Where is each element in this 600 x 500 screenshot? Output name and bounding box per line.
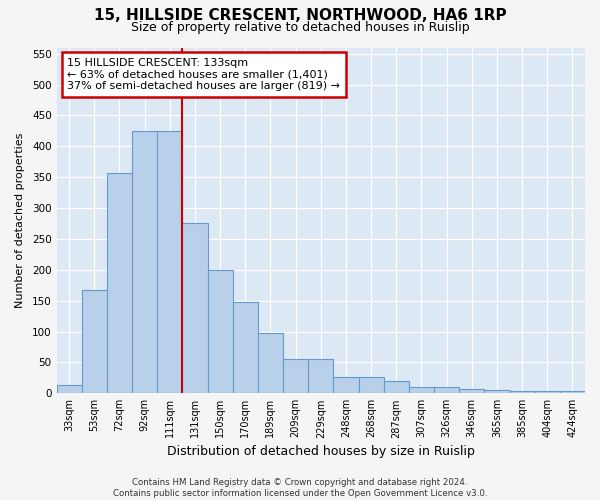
Bar (359, 376, 383, 394)
Bar (56, 386, 82, 394)
Bar (459, 389, 484, 394)
Text: 15 HILLSIDE CRESCENT: 133sqm
← 63% of detached houses are smaller (1,401)
37% of: 15 HILLSIDE CRESCENT: 133sqm ← 63% of de… (67, 58, 340, 91)
Text: Contains HM Land Registry data © Crown copyright and database right 2024.
Contai: Contains HM Land Registry data © Crown c… (113, 478, 487, 498)
Bar (409, 386, 434, 394)
Bar (182, 224, 208, 394)
Bar (283, 360, 308, 394)
Bar (107, 173, 132, 394)
Bar (157, 131, 182, 394)
Bar (509, 391, 535, 394)
Bar (535, 391, 560, 394)
Bar (383, 381, 409, 394)
Bar (560, 391, 585, 394)
Text: Size of property relative to detached houses in Ruislip: Size of property relative to detached ho… (131, 21, 469, 34)
Y-axis label: Number of detached properties: Number of detached properties (15, 132, 25, 308)
Bar (132, 131, 157, 394)
Text: 15, HILLSIDE CRESCENT, NORTHWOOD, HA6 1RP: 15, HILLSIDE CRESCENT, NORTHWOOD, HA6 1R… (94, 8, 506, 22)
Bar (82, 290, 107, 394)
Bar (434, 386, 459, 394)
Bar (258, 334, 283, 394)
X-axis label: Distribution of detached houses by size in Ruislip: Distribution of detached houses by size … (167, 444, 475, 458)
Bar (308, 360, 334, 394)
Bar (484, 390, 509, 394)
Bar (334, 376, 359, 394)
Bar (233, 302, 258, 394)
Bar (208, 270, 233, 394)
